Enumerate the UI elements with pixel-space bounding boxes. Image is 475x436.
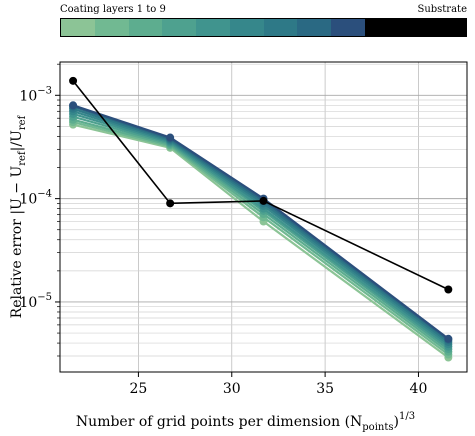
colorbar-layer-8 [297,19,331,36]
layer-1-series-line [72,123,449,359]
x-tick-label: 30 [223,381,241,397]
x-tick-label: 25 [129,381,147,397]
colorbar-layer-2 [94,19,129,36]
colorbar-layer-9 [331,19,365,36]
colorbar-layer-5 [196,19,230,36]
substrate-point [166,199,175,208]
colorbar-layer-4 [162,19,196,36]
layer-7-series-line [72,107,449,343]
substrate-point [444,285,453,294]
y-tick-label: 10−5 [19,292,52,311]
colorbar-layer-1 [61,19,95,36]
colorbar-layer-3 [128,19,163,36]
series-group [69,76,453,362]
tick-group: 25 30 35 40 10−3 10−4 10−5 [19,63,428,397]
layer-6-series-line [72,110,449,346]
layer-9-point [444,334,453,343]
colorbar-substrate [364,19,466,36]
layer-9-point [166,133,175,142]
layer-9-series-line [72,104,449,340]
colorbar: Coating layers 1 to 9 Substrate [60,0,467,40]
substrate-point [259,196,268,205]
layer-3-series-line [72,118,449,353]
layer-4-series-line [72,115,449,350]
substrate-point [69,76,78,85]
colorbar-layer-6 [229,19,264,36]
plot-frame [59,61,468,373]
x-axis-label: Number of grid points per dimension (Npo… [76,411,415,433]
layer-2-series-line [72,121,449,356]
x-tick-label: 40 [410,381,428,397]
colorbar-cells [60,18,467,37]
y-axis-label: Relative error |U − Uref|/Uref [9,114,28,318]
y-tick-label: 10−4 [19,189,52,208]
layer-9-point [69,101,78,110]
layer-5-series-line [72,112,449,348]
colorbar-layer-7 [263,19,298,36]
colorbar-left-label: Coating layers 1 to 9 [60,4,166,15]
x-tick-label: 35 [316,381,334,397]
y-tick-label: 10−3 [19,85,52,104]
substrate-series-line [72,80,449,291]
colorbar-right-label: Substrate [417,4,467,15]
